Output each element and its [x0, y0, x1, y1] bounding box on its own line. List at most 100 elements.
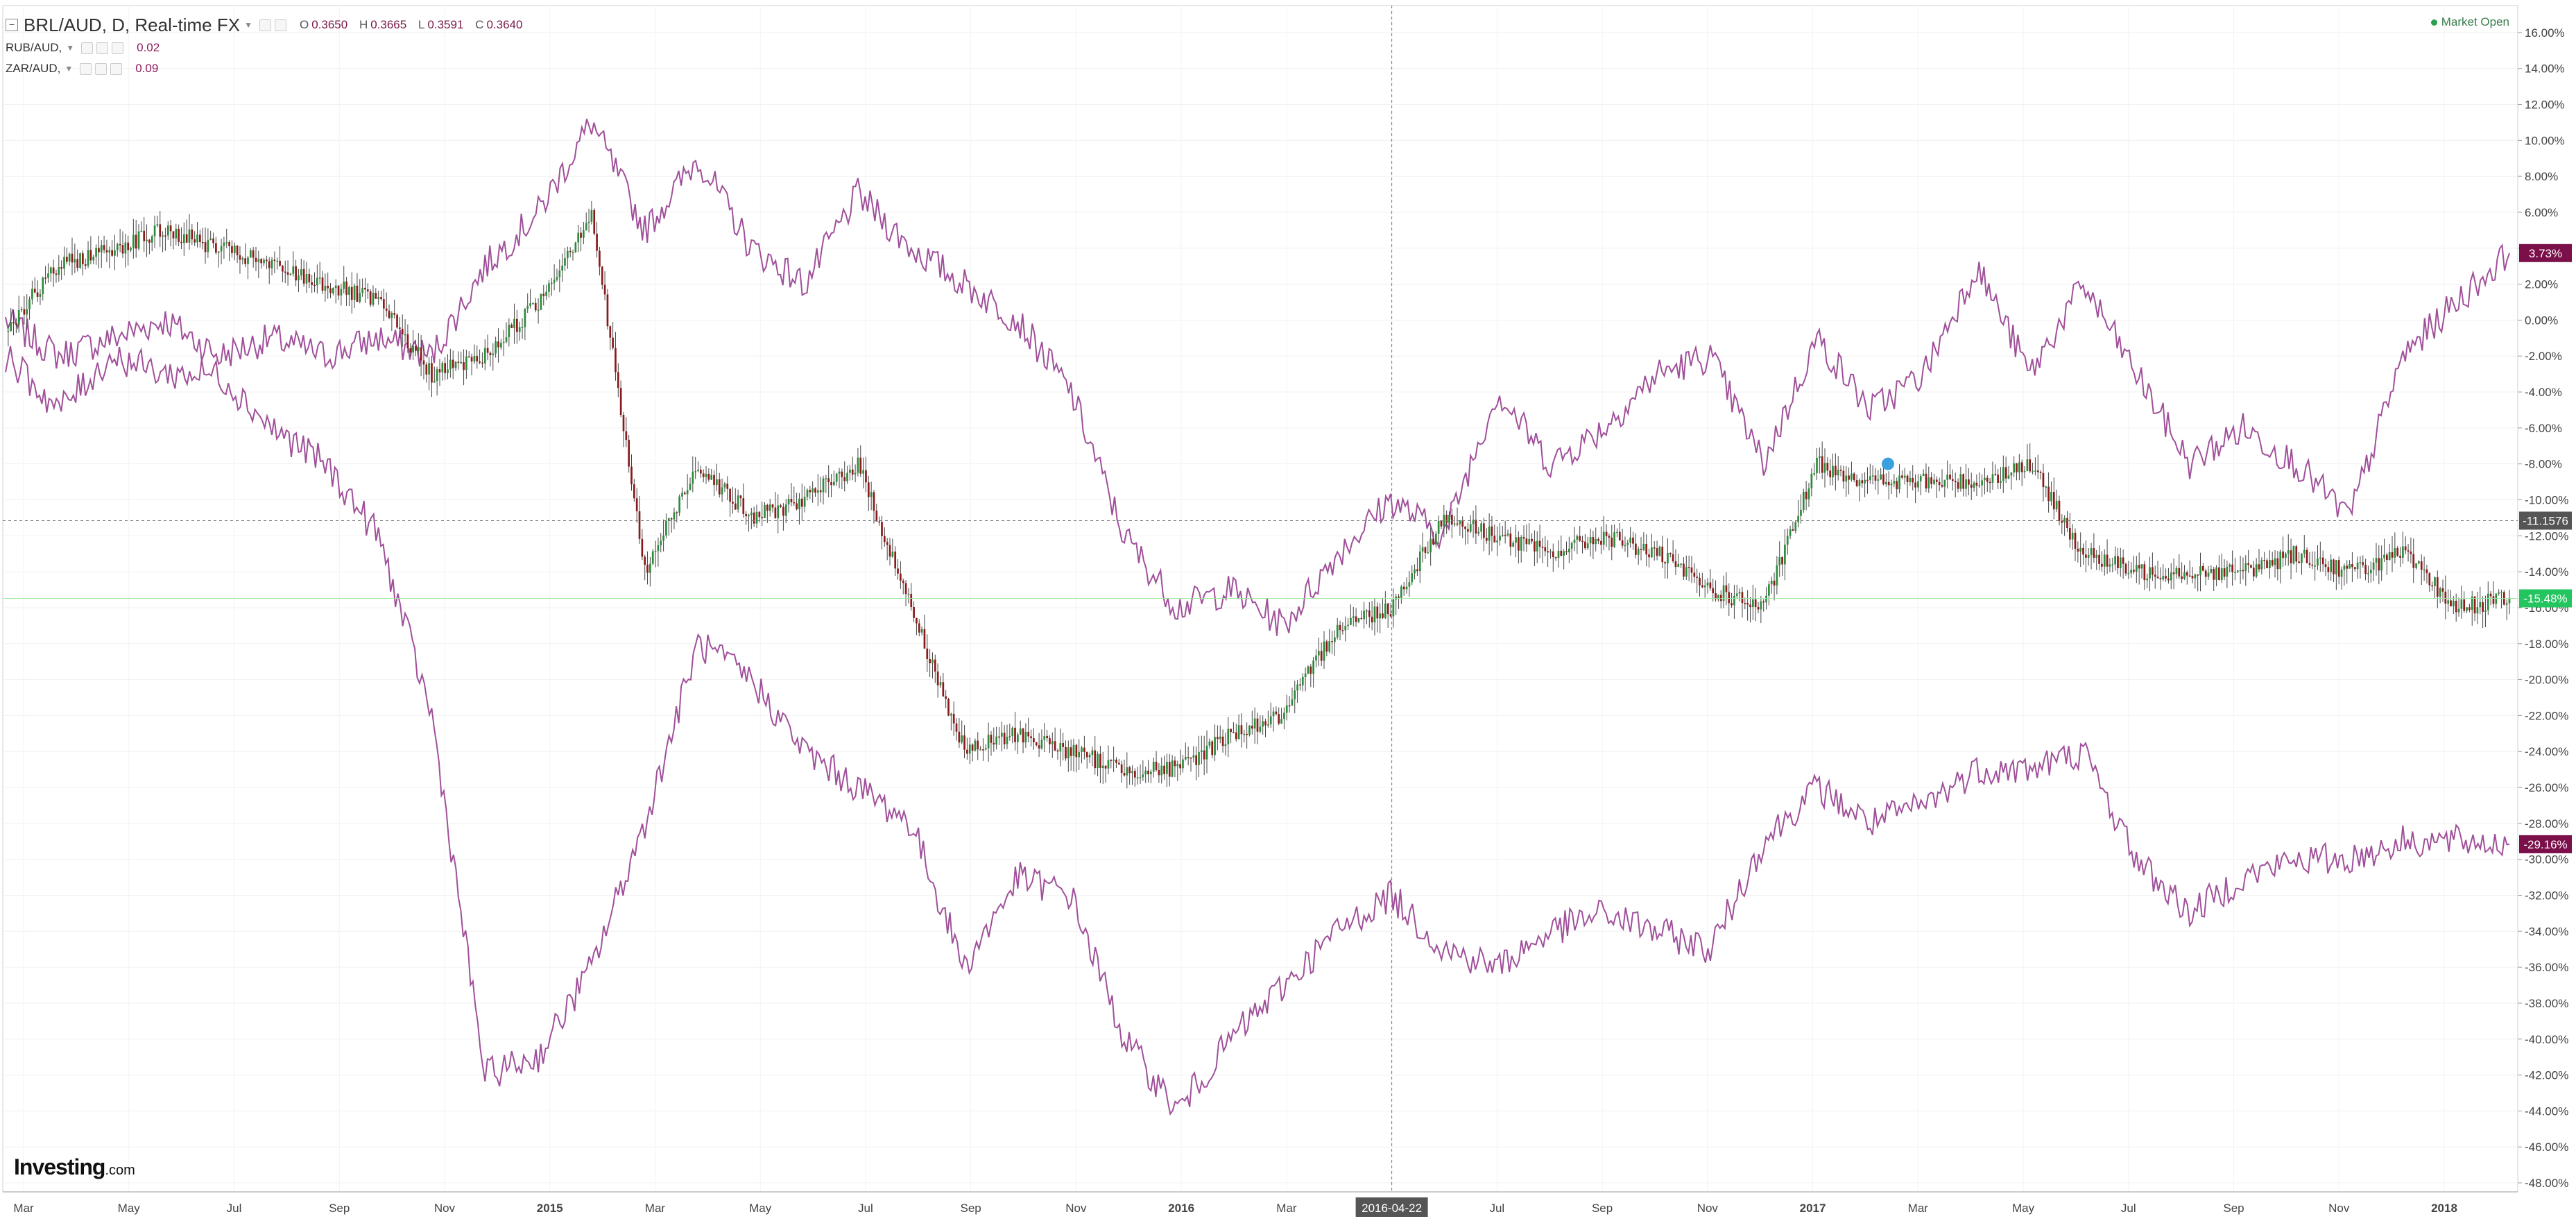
candle	[2356, 556, 2359, 579]
candle	[1845, 466, 1848, 497]
candle	[236, 245, 239, 264]
candle-body	[553, 280, 556, 283]
candle	[1835, 453, 1837, 490]
candle-body	[1871, 475, 1874, 477]
candle	[692, 456, 694, 493]
candle-body	[982, 749, 984, 751]
candle-body	[2423, 569, 2425, 571]
candle	[1688, 555, 1690, 581]
candle	[1291, 688, 1294, 706]
candle	[1155, 751, 1158, 772]
candle	[574, 241, 577, 253]
candle-body	[865, 470, 867, 483]
candle	[2276, 551, 2279, 581]
candle	[2285, 552, 2287, 566]
candle-body	[2002, 467, 2004, 481]
candle-body	[465, 356, 467, 370]
compare-symbol-rub[interactable]: RUB/AUD,	[6, 41, 62, 54]
candle-body	[1573, 539, 1576, 543]
candle	[2337, 556, 2340, 585]
chevron-down-icon[interactable]: ▼	[66, 43, 75, 53]
candle	[2460, 586, 2463, 619]
candle	[2317, 545, 2319, 570]
candle-body	[1070, 747, 1072, 756]
candle	[20, 307, 23, 313]
candle-body	[2191, 576, 2194, 579]
candle	[1792, 521, 1794, 531]
candle	[1211, 740, 1214, 758]
candle-body	[2186, 572, 2188, 576]
hide-icon[interactable]	[274, 19, 286, 31]
close-icon[interactable]	[112, 42, 124, 54]
candle-body	[513, 318, 515, 328]
candle-body	[196, 234, 198, 243]
candle-body	[2156, 577, 2159, 579]
y-tick-label: -8.00%	[2525, 458, 2562, 471]
candle-body	[228, 242, 230, 246]
candle-body	[2218, 567, 2220, 580]
candle-body	[1632, 537, 1634, 544]
candle	[2305, 547, 2308, 563]
candle	[1552, 543, 1554, 572]
candle	[510, 323, 513, 328]
candle-body	[1709, 582, 1712, 588]
candle	[505, 322, 508, 343]
compare-symbol-zar[interactable]: ZAR/AUD,	[6, 62, 61, 75]
candle	[599, 246, 601, 276]
candle	[1501, 525, 1504, 537]
candle-body	[1485, 538, 1488, 541]
candle-body	[1943, 479, 1946, 487]
candle-body	[692, 472, 694, 484]
settings-icon[interactable]	[80, 62, 92, 75]
candle-body	[1882, 474, 1884, 485]
candle-body	[1744, 603, 1746, 604]
candle-body	[952, 713, 955, 724]
candle	[1147, 760, 1149, 783]
candle	[1719, 590, 1722, 609]
candle-body	[1912, 477, 1914, 483]
candle	[729, 488, 731, 517]
logo-suffix: .com	[105, 1163, 135, 1178]
candle-body	[252, 250, 255, 258]
candle	[2258, 549, 2260, 572]
candle-body	[1006, 737, 1008, 744]
candle-body	[1634, 543, 1637, 555]
hide-icon[interactable]	[95, 62, 108, 75]
candle-body	[2364, 565, 2367, 574]
candle	[710, 468, 713, 481]
candle	[827, 465, 830, 497]
candle	[396, 313, 398, 329]
hide-icon[interactable]	[96, 42, 109, 54]
candle	[1954, 472, 1957, 498]
candle-body	[1097, 753, 1099, 769]
candle	[2242, 557, 2244, 580]
settings-icon[interactable]	[81, 42, 94, 54]
candle-body	[1611, 538, 1613, 547]
candle	[1728, 583, 1731, 616]
candle-body	[2418, 561, 2420, 564]
candle	[2453, 596, 2455, 614]
close-icon[interactable]	[110, 62, 123, 75]
candle	[2194, 573, 2197, 589]
candle-body	[2412, 554, 2415, 568]
collapse-icon[interactable]: −	[6, 19, 18, 31]
candle	[1491, 515, 1493, 552]
candle	[1712, 579, 1715, 601]
candle-body	[2388, 552, 2391, 560]
candle	[225, 228, 228, 248]
candle	[904, 580, 907, 606]
candle	[926, 634, 929, 672]
settings-icon[interactable]	[259, 19, 271, 31]
candle	[2156, 561, 2159, 579]
chevron-down-icon[interactable]: ▼	[65, 64, 74, 74]
candle	[1072, 738, 1075, 772]
candle-body	[2197, 574, 2199, 576]
candle-body	[2444, 591, 2447, 604]
main-symbol-title[interactable]: BRL/AUD, D, Real-time FX	[24, 14, 241, 35]
candle	[697, 461, 699, 472]
candle	[1000, 722, 1003, 752]
candle	[1171, 755, 1174, 778]
chevron-down-icon[interactable]: ▼	[244, 20, 252, 30]
